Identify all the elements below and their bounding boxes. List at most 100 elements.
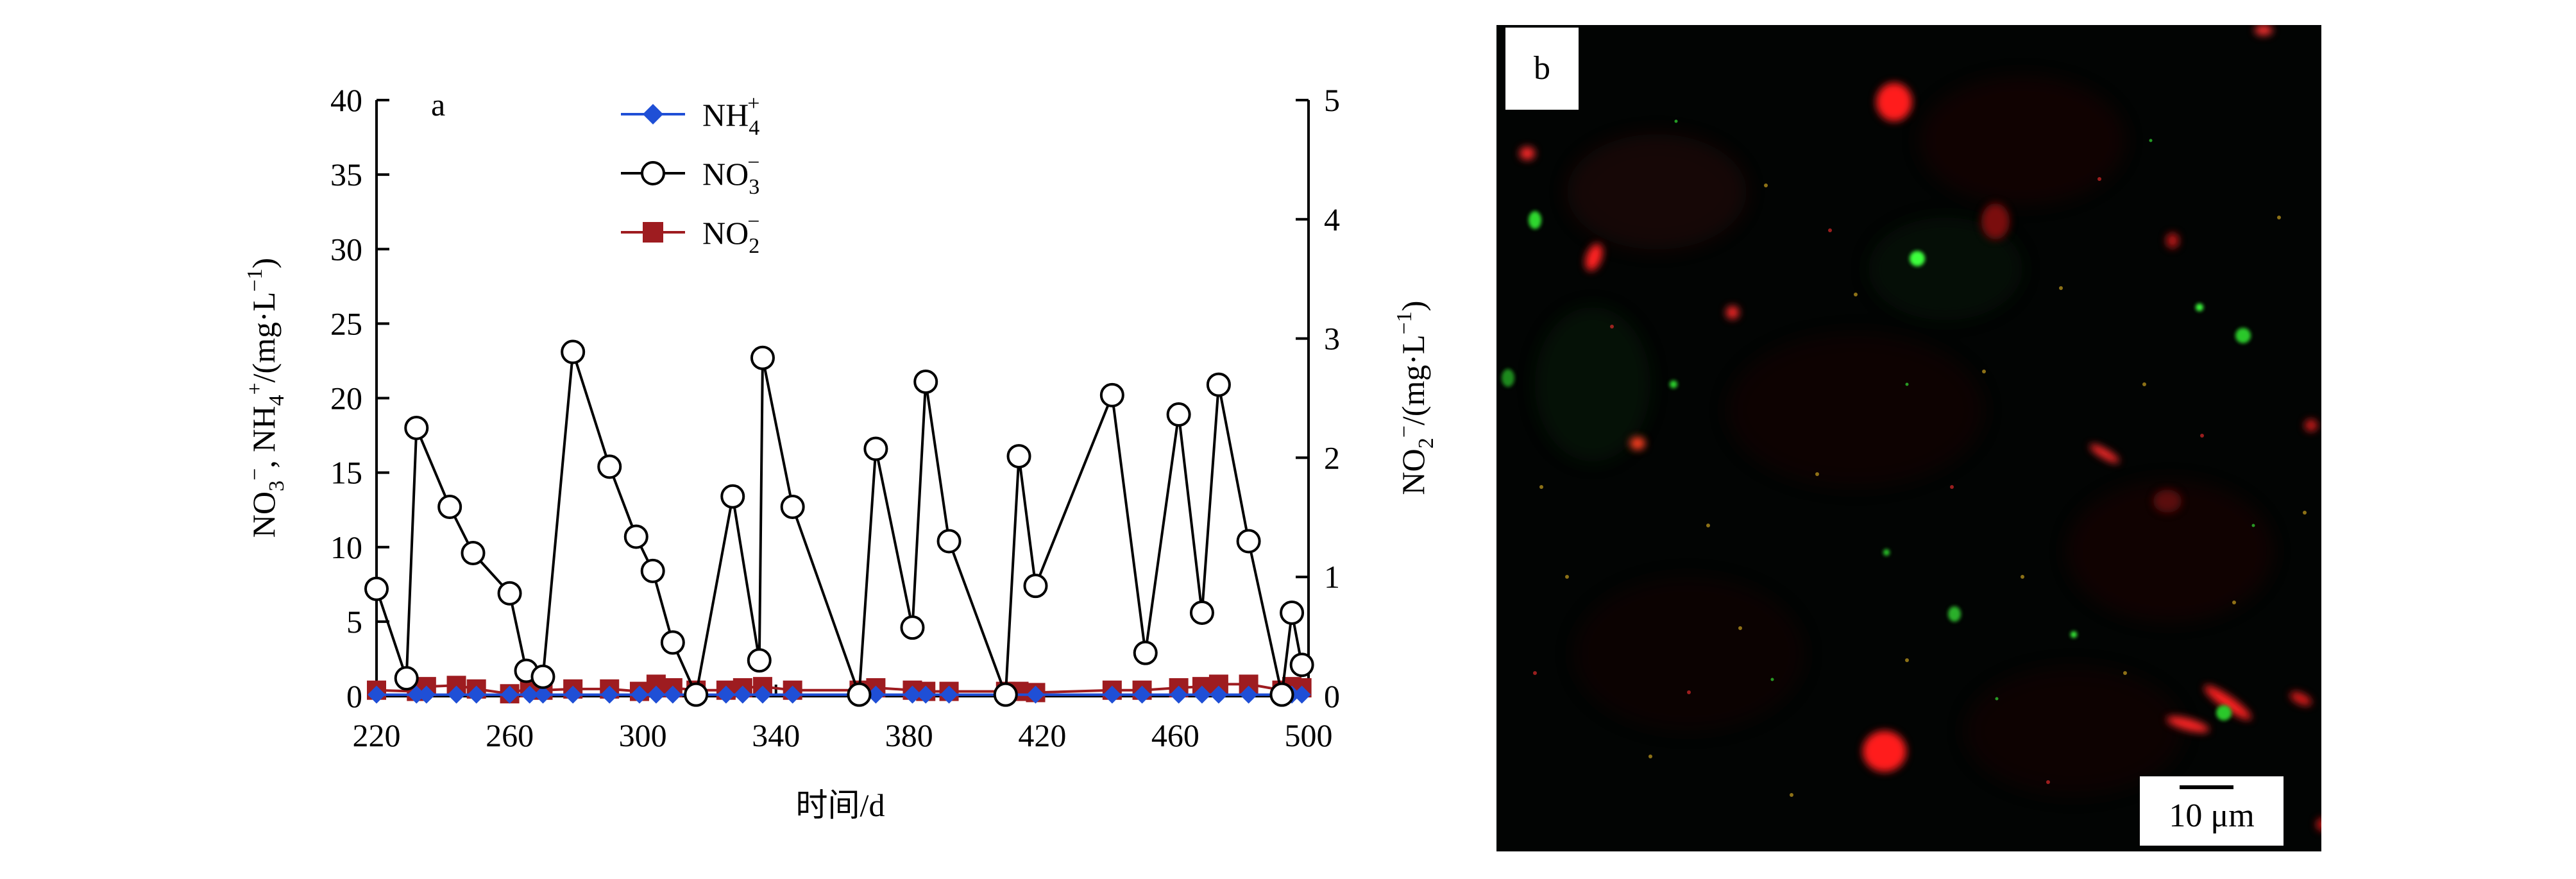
data-point-nh4: [564, 685, 582, 704]
x-tick-label: 300: [619, 717, 667, 753]
legend: NH4+ NO3− NO2−: [621, 92, 759, 258]
data-point-no3: [461, 541, 486, 566]
data-point-no3: [1166, 402, 1191, 427]
x-tick-label: 260: [486, 717, 534, 753]
data-point-no3: [913, 369, 938, 394]
data-point-nh4: [753, 685, 772, 704]
left-y-tick-label: 0: [346, 678, 362, 714]
data-point-nh4: [417, 685, 436, 704]
fish-micrograph: b 10 μm: [1496, 25, 2321, 851]
right-y-tick-label: 4: [1324, 201, 1340, 237]
data-point-no3: [684, 682, 709, 707]
data-point-no3: [561, 339, 586, 364]
data-point-nh4: [1239, 685, 1258, 704]
data-point-nh4: [1192, 685, 1211, 704]
data-point-nh4: [1169, 685, 1188, 704]
data-point-no3: [1269, 682, 1294, 707]
left-y-tick-label: 15: [330, 455, 362, 491]
series-no3: [364, 339, 1314, 707]
left-y-tick-label: 20: [330, 380, 362, 416]
data-point-nh4: [903, 685, 922, 704]
data-point-no3: [394, 666, 419, 691]
data-point-nh4: [534, 685, 552, 704]
data-point-nh4: [1103, 685, 1121, 704]
data-point-no3: [1133, 640, 1158, 665]
data-point-nh4: [500, 685, 519, 704]
data-point-no3: [640, 558, 665, 583]
panel-label-a: a: [431, 87, 445, 123]
data-point-no3: [1236, 529, 1261, 554]
legend-label-nh4: NH4+: [702, 92, 759, 140]
data-point-nh4: [647, 685, 665, 704]
x-tick-label: 420: [1018, 717, 1066, 753]
data-point-no3: [993, 682, 1018, 707]
data-point-nh4: [716, 685, 735, 704]
data-point-no3: [597, 454, 622, 479]
data-point-nh4: [630, 685, 648, 704]
data-point-nh4: [1026, 685, 1045, 704]
left-y-tick-label: 35: [330, 157, 362, 192]
legend-label-no3: NO3−: [702, 151, 759, 199]
data-point-no3: [750, 345, 775, 370]
left-y-axis-title: NO3−, NH4+/(mg·L−1): [243, 258, 289, 538]
micrograph-image: [1502, 25, 2321, 831]
legend-marker-nh4: [643, 104, 663, 124]
data-point-no3: [780, 495, 805, 520]
left-y-tick-label: 10: [330, 529, 362, 565]
x-tick-label: 380: [885, 717, 933, 753]
right-y-tick-label: 2: [1324, 440, 1340, 475]
data-point-nh4: [520, 685, 539, 704]
right-y-tick-label: 0: [1324, 678, 1340, 714]
scale-bar-box: 10 μm: [2140, 776, 2284, 846]
legend-entry-no3: NO3−: [621, 151, 759, 199]
panel-label-b: b: [1505, 28, 1579, 110]
data-point-no3: [1023, 574, 1048, 599]
axis-ticks: 220 260 300 340 380 420 460 5000510152025303540…: [330, 82, 1340, 753]
data-point-no3: [1006, 444, 1031, 469]
data-point-nh4: [1133, 685, 1151, 704]
data-point-nh4: [1292, 685, 1311, 704]
x-tick-label: 500: [1285, 717, 1333, 753]
left-y-tick-label: 25: [330, 305, 362, 341]
data-point-no3: [1289, 653, 1314, 678]
right-y-tick-label: 5: [1324, 82, 1340, 118]
left-y-tick-label: 30: [330, 231, 362, 267]
data-point-no3: [404, 415, 429, 440]
data-point-no3: [660, 630, 685, 655]
legend-marker-no2: [643, 222, 663, 243]
data-point-nh4: [663, 685, 682, 704]
data-point-no3: [1280, 600, 1305, 625]
right-y-tick-label: 1: [1324, 559, 1340, 595]
data-point-nh4: [368, 685, 386, 704]
legend-marker-no3: [641, 161, 665, 185]
data-point-no3: [1189, 600, 1214, 625]
legend-entry-nh4: NH4+: [621, 92, 759, 140]
data-point-no3: [936, 529, 962, 554]
series-line-no3: [375, 350, 1303, 696]
x-tick-label: 340: [752, 717, 800, 753]
data-point-nh4: [940, 685, 958, 704]
data-point-nh4: [467, 685, 486, 704]
left-y-tick-label: 40: [330, 82, 362, 118]
data-point-nh4: [407, 685, 426, 704]
data-point-no3: [847, 682, 872, 707]
scale-bar-label: 10 μm: [2169, 798, 2255, 834]
legend-entry-no2: NO2−: [621, 210, 759, 258]
data-point-nh4: [783, 685, 802, 704]
data-point-no3: [1206, 372, 1231, 397]
data-point-no3: [497, 581, 522, 606]
x-tick-label: 220: [353, 717, 401, 753]
data-point-no3: [747, 648, 772, 673]
data-point-no3: [437, 495, 462, 520]
data-point-nh4: [1209, 685, 1228, 704]
data-point-nh4: [733, 685, 752, 704]
data-point-nh4: [917, 685, 935, 704]
scale-bar: [2180, 785, 2233, 789]
x-tick-label: 460: [1151, 717, 1199, 753]
data-point-no3: [530, 664, 555, 689]
data-point-no3: [720, 484, 745, 509]
data-point-nh4: [867, 685, 885, 704]
left-y-tick-label: 5: [346, 604, 362, 640]
legend-label-no2: NO2−: [702, 210, 759, 258]
